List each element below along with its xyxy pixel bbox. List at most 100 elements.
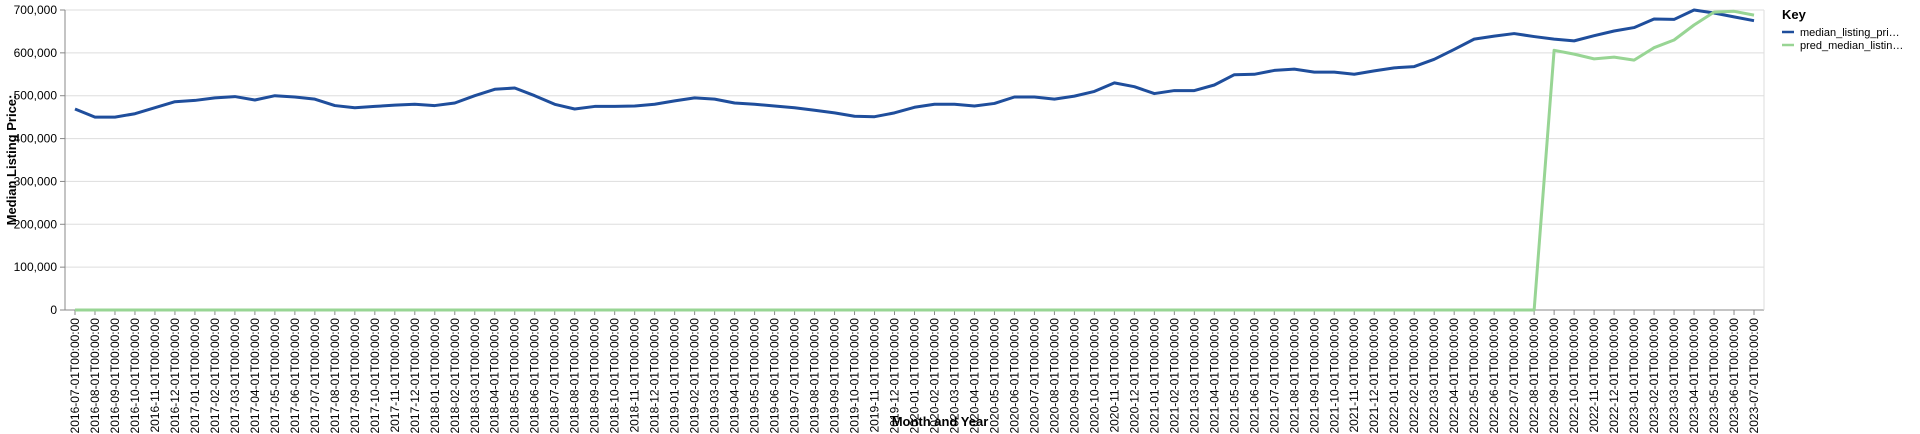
legend-label: median_listing_pri… — [1800, 27, 1900, 39]
x-tick-label: 2016-11-01T00:00:00 — [148, 318, 162, 433]
legend-title: Key — [1782, 7, 1807, 22]
x-tick-label: 2020-12-01T00:00:00 — [1127, 318, 1141, 434]
x-tick-label: 2020-06-01T00:00:00 — [1007, 318, 1021, 434]
x-tick-label: 2019-02-01T00:00:00 — [688, 318, 702, 434]
x-tick-label: 2023-05-01T00:00:00 — [1707, 318, 1721, 434]
x-tick-label: 2018-08-01T00:00:00 — [568, 318, 582, 434]
x-tick-label: 2022-01-01T00:00:00 — [1387, 318, 1401, 434]
x-tick-label: 2022-09-01T00:00:00 — [1547, 318, 1561, 434]
x-tick-label: 2017-08-01T00:00:00 — [328, 318, 342, 434]
x-tick-label: 2022-06-01T00:00:00 — [1487, 318, 1501, 434]
x-tick-label: 2019-09-01T00:00:00 — [828, 318, 842, 434]
x-tick-label: 2018-07-01T00:00:00 — [548, 318, 562, 434]
x-tick-label: 2019-01-01T00:00:00 — [668, 318, 682, 434]
legend-label: pred_median_listin… — [1800, 40, 1903, 52]
x-tick-label: 2022-08-01T00:00:00 — [1527, 318, 1541, 434]
x-tick-label: 2017-05-01T00:00:00 — [268, 318, 282, 434]
x-tick-label: 2019-11-01T00:00:00 — [868, 318, 882, 433]
y-tick-label: 400,000 — [14, 132, 58, 146]
x-tick-label: 2021-02-01T00:00:00 — [1167, 318, 1181, 434]
x-tick-label: 2017-03-01T00:00:00 — [228, 318, 242, 434]
x-tick-label: 2021-04-01T00:00:00 — [1207, 318, 1221, 434]
x-tick-label: 2017-01-01T00:00:00 — [188, 318, 202, 434]
x-tick-label: 2018-12-01T00:00:00 — [648, 318, 662, 434]
x-tick-label: 2020-10-01T00:00:00 — [1087, 318, 1101, 434]
x-tick-label: 2021-01-01T00:00:00 — [1147, 318, 1161, 434]
x-tick-label: 2020-05-01T00:00:00 — [987, 318, 1001, 434]
x-tick-label: 2018-09-01T00:00:00 — [588, 318, 602, 434]
x-tick-label: 2019-07-01T00:00:00 — [788, 318, 802, 434]
x-tick-label: 2023-07-01T00:00:00 — [1747, 318, 1761, 434]
x-tick-label: 2020-04-01T00:00:00 — [967, 318, 981, 434]
x-tick-label: 2019-04-01T00:00:00 — [728, 318, 742, 434]
x-tick-label: 2018-10-01T00:00:00 — [608, 318, 622, 434]
x-tick-label: 2022-04-01T00:00:00 — [1447, 318, 1461, 434]
x-tick-label: 2021-07-01T00:00:00 — [1267, 318, 1281, 434]
x-tick-label: 2023-03-01T00:00:00 — [1667, 318, 1681, 434]
x-tick-label: 2017-11-01T00:00:00 — [388, 318, 402, 433]
x-tick-label: 2021-12-01T00:00:00 — [1367, 318, 1381, 434]
x-tick-label: 2019-03-01T00:00:00 — [708, 318, 722, 434]
x-tick-label: 2021-11-01T00:00:00 — [1347, 318, 1361, 433]
x-tick-label: 2016-07-01T00:00:00 — [68, 318, 82, 434]
x-tick-label: 2018-06-01T00:00:00 — [528, 318, 542, 434]
x-tick-label: 2016-10-01T00:00:00 — [128, 318, 142, 434]
y-tick-label: 300,000 — [14, 174, 58, 188]
x-tick-label: 2018-04-01T00:00:00 — [488, 318, 502, 434]
x-tick-label: 2019-06-01T00:00:00 — [768, 318, 782, 434]
y-tick-label: 100,000 — [14, 260, 58, 274]
x-axis-title: Month and Year — [892, 414, 989, 429]
x-tick-label: 2020-09-01T00:00:00 — [1067, 318, 1081, 434]
x-tick-label: 2019-05-01T00:00:00 — [748, 318, 762, 434]
y-tick-label: 600,000 — [14, 46, 58, 60]
x-tick-label: 2019-12-01T00:00:00 — [888, 318, 902, 434]
x-tick-label: 2020-08-01T00:00:00 — [1047, 318, 1061, 434]
x-tick-label: 2017-04-01T00:00:00 — [248, 318, 262, 434]
y-axis-title: Median Listing Price: — [4, 95, 19, 226]
x-tick-label: 2022-10-01T00:00:00 — [1567, 318, 1581, 434]
y-tick-label: 700,000 — [14, 3, 58, 17]
x-tick-label: 2019-10-01T00:00:00 — [848, 318, 862, 434]
x-tick-label: 2018-02-01T00:00:00 — [448, 318, 462, 434]
x-tick-label: 2020-03-01T00:00:00 — [947, 318, 961, 434]
x-tick-label: 2020-11-01T00:00:00 — [1107, 318, 1121, 433]
line-series — [74, 9, 1755, 312]
x-tick-label: 2017-07-01T00:00:00 — [308, 318, 322, 434]
x-tick-label: 2017-12-01T00:00:00 — [408, 318, 422, 434]
x-tick-label: 2021-10-01T00:00:00 — [1327, 318, 1341, 434]
x-tick-label: 2023-01-01T00:00:00 — [1627, 318, 1641, 434]
x-tick-label: 2020-02-01T00:00:00 — [927, 318, 941, 434]
x-tick-label: 2022-11-01T00:00:00 — [1587, 318, 1601, 433]
x-tick-label: 2018-11-01T00:00:00 — [628, 318, 642, 433]
x-tick-label: 2017-10-01T00:00:00 — [368, 318, 382, 434]
x-tick-label: 2017-06-01T00:00:00 — [288, 318, 302, 434]
x-tick-label: 2021-08-01T00:00:00 — [1287, 318, 1301, 434]
x-tick-label: 2016-09-01T00:00:00 — [108, 318, 122, 434]
x-tick-label: 2021-03-01T00:00:00 — [1187, 318, 1201, 434]
x-tick-label: 2022-05-01T00:00:00 — [1467, 318, 1481, 434]
x-tick-label: 2018-03-01T00:00:00 — [468, 318, 482, 434]
x-tick-label: 2020-01-01T00:00:00 — [908, 318, 922, 434]
x-tick-label: 2020-07-01T00:00:00 — [1027, 318, 1041, 434]
x-tick-label: 2023-02-01T00:00:00 — [1647, 318, 1661, 434]
line-series — [74, 8, 1755, 119]
y-tick-label: 500,000 — [14, 89, 58, 103]
x-tick-label: 2022-07-01T00:00:00 — [1507, 318, 1521, 434]
x-tick-label: 2023-04-01T00:00:00 — [1687, 318, 1701, 434]
x-tick-label: 2021-09-01T00:00:00 — [1307, 318, 1321, 434]
x-tick-label: 2018-01-01T00:00:00 — [428, 318, 442, 434]
x-tick-label: 2018-05-01T00:00:00 — [508, 318, 522, 434]
x-tick-label: 2022-12-01T00:00:00 — [1607, 318, 1621, 434]
x-tick-label: 2021-05-01T00:00:00 — [1227, 318, 1241, 434]
x-tick-label: 2019-08-01T00:00:00 — [808, 318, 822, 434]
x-tick-label: 2016-08-01T00:00:00 — [88, 318, 102, 434]
x-tick-label: 2023-06-01T00:00:00 — [1727, 318, 1741, 434]
y-tick-label: 200,000 — [14, 217, 58, 231]
x-tick-label: 2022-02-01T00:00:00 — [1407, 318, 1421, 434]
x-tick-label: 2017-09-01T00:00:00 — [348, 318, 362, 434]
x-tick-label: 2016-12-01T00:00:00 — [168, 318, 182, 434]
x-tick-label: 2017-02-01T00:00:00 — [208, 318, 222, 434]
x-tick-label: 2021-06-01T00:00:00 — [1247, 318, 1261, 434]
x-tick-label: 2022-03-01T00:00:00 — [1427, 318, 1441, 434]
